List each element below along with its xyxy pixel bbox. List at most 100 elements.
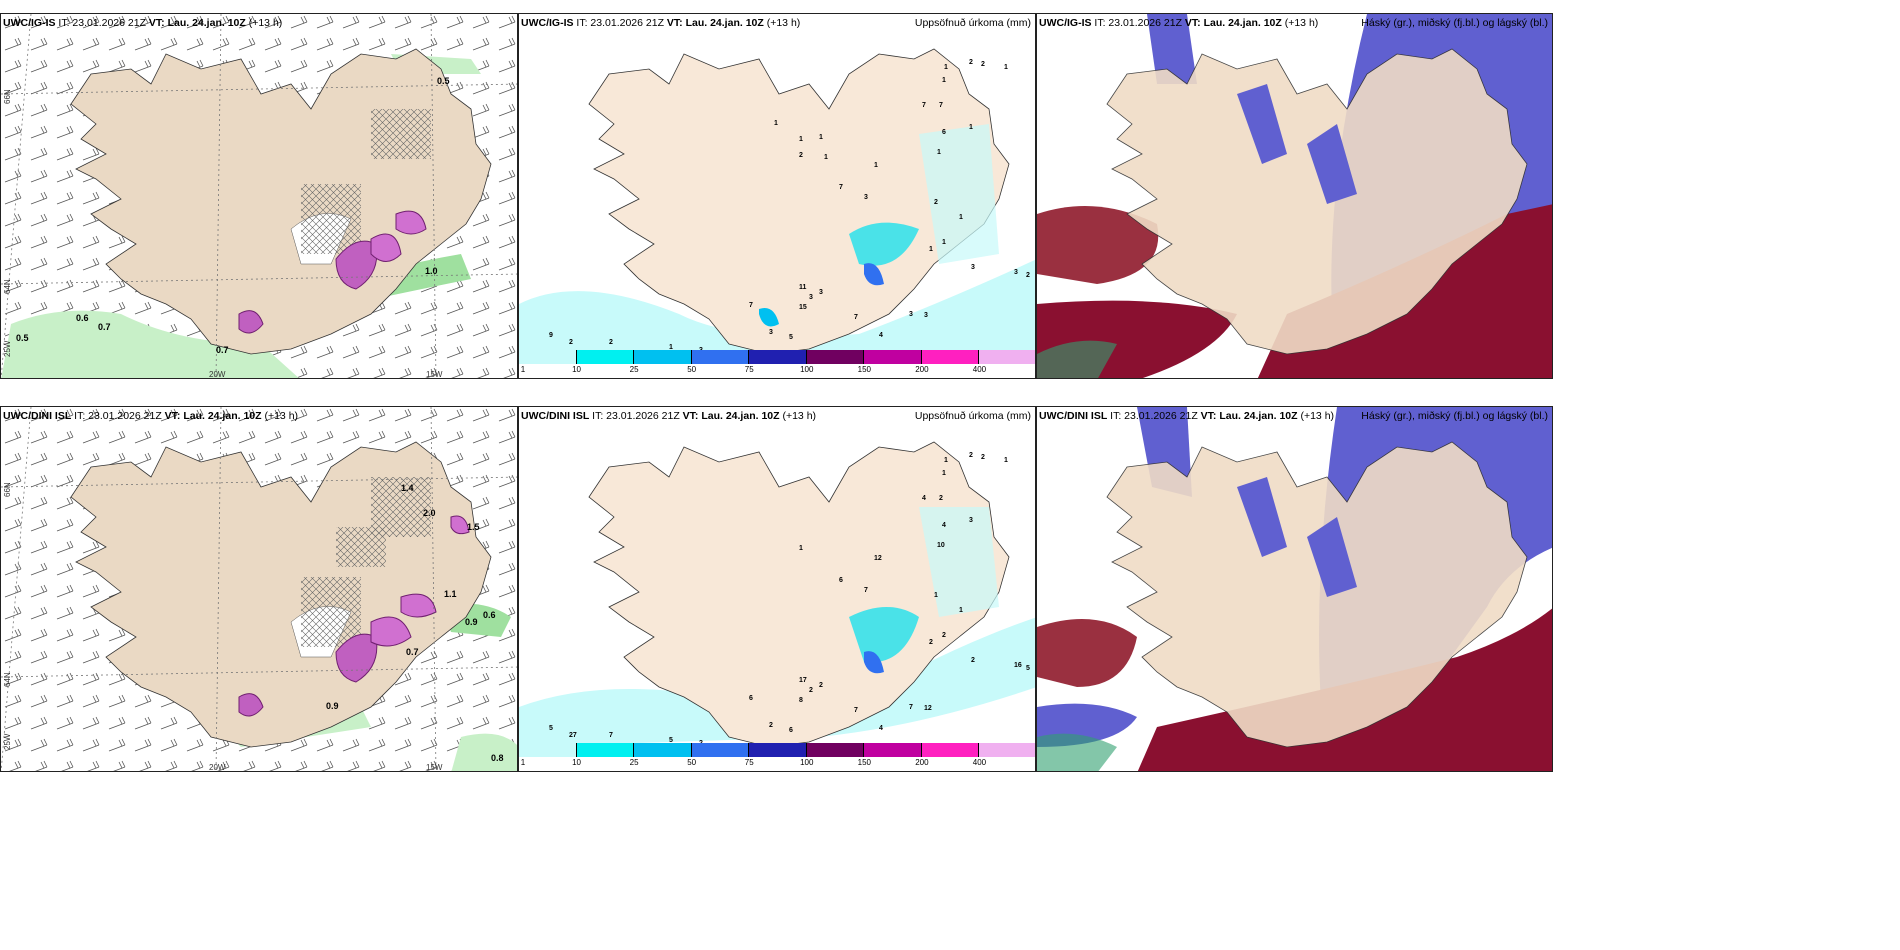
precip-value: 12 xyxy=(874,555,882,562)
colorbar-tick: 400 xyxy=(972,365,987,374)
colorbar-swatch xyxy=(691,350,750,364)
wind-label: 0.6 xyxy=(76,313,89,323)
wind-label: 1.5 xyxy=(467,522,480,532)
precip-value: 1 xyxy=(799,136,803,143)
precip-map-top xyxy=(519,48,1035,354)
precip-value: 1 xyxy=(799,545,803,552)
precip-value: 1 xyxy=(929,246,933,253)
precip-value: 1 xyxy=(669,344,673,351)
precip-value: 2 xyxy=(971,657,975,664)
precip-value: 3 xyxy=(924,312,928,319)
panel-title: Uppsöfnuð úrkoma (mm) xyxy=(914,410,1031,422)
precip-value: 2 xyxy=(609,339,613,346)
colorbar-swatch xyxy=(806,350,865,364)
precip-value: 7 xyxy=(864,587,868,594)
wind-label: 1.4 xyxy=(401,483,414,493)
panel-header: UWC/DINI ISL IT: 23.01.2026 21Z VT: Lau.… xyxy=(3,410,299,422)
lon-label: 15W xyxy=(426,370,443,379)
precip-value: 17 xyxy=(799,677,807,684)
precip-value: 2 xyxy=(929,639,933,646)
precip-value: 9 xyxy=(549,332,553,339)
wind-panel-top: 0.5 1.0 0.6 0.7 0.5 0.7 UWC/IG-IS IT: 23… xyxy=(0,13,518,379)
cloud-map-bottom xyxy=(1037,407,1552,771)
precip-value: 2 xyxy=(969,452,973,459)
precip-value: 3 xyxy=(819,289,823,296)
colorbar-swatch xyxy=(749,350,807,364)
colorbar-tick: 200 xyxy=(915,365,929,374)
precip-value: 1 xyxy=(959,214,963,221)
precip-value: 6 xyxy=(789,727,793,734)
wind-label: 2.0 xyxy=(423,508,436,518)
precip-value: 7 xyxy=(749,302,753,309)
lat-label: 66N xyxy=(3,89,12,104)
precip-value: 7 xyxy=(922,102,926,109)
precip-number-layer: 1221177611137211133211331577334359221133… xyxy=(519,14,1035,358)
precip-value: 3 xyxy=(1014,269,1018,276)
lon-label: 20W xyxy=(209,763,226,772)
colorbar-tick: 150 xyxy=(857,365,872,374)
precip-value: 1 xyxy=(819,134,823,141)
precip-value: 3 xyxy=(864,194,868,201)
precip-value: 2 xyxy=(969,59,973,66)
precip-value: 2 xyxy=(1026,272,1030,279)
colorbar-swatch xyxy=(806,743,865,757)
colorbar-tick: 25 xyxy=(629,758,639,767)
precip-colorbar: 1 10 25 50 75 100 150 200 400 xyxy=(519,348,1035,378)
lat-label: 66N xyxy=(3,482,12,497)
precip-value: 1 xyxy=(1004,64,1008,71)
cloud-panel-top: UWC/IG-IS IT: 23.01.2026 21Z VT: Lau. 24… xyxy=(1036,13,1553,379)
colorbar-swatch xyxy=(921,350,980,364)
panel-header: UWC/IG-IS IT: 23.01.2026 21Z VT: Lau. 24… xyxy=(521,17,801,29)
wind-map-bottom: 1.4 2.0 1.5 1.1 0.6 0.9 0.7 0.9 0.8 xyxy=(1,407,517,771)
precip-value: 1 xyxy=(937,149,941,156)
precip-value: 4 xyxy=(879,332,883,339)
precip-value: 6 xyxy=(942,129,946,136)
colorbar-tick: 75 xyxy=(744,758,754,767)
precip-value: 2 xyxy=(981,454,985,461)
precip-value: 2 xyxy=(942,632,946,639)
wind-label: 0.7 xyxy=(216,345,229,355)
wind-map-top: 0.5 1.0 0.6 0.7 0.5 0.7 xyxy=(1,14,517,378)
precip-value: 1 xyxy=(1004,457,1008,464)
wind-label: 0.9 xyxy=(326,701,339,711)
panel-header: UWC/DINI ISL IT: 23.01.2026 21Z VT: Lau.… xyxy=(521,410,817,422)
colorbar-tick: 100 xyxy=(800,365,814,374)
lon-label: 25W xyxy=(3,340,12,357)
colorbar-tick: 10 xyxy=(572,758,581,767)
precip-value: 5 xyxy=(789,334,793,341)
precip-value: 4 xyxy=(922,495,926,502)
colorbar-tick: 50 xyxy=(687,365,697,374)
precip-value: 7 xyxy=(839,184,843,191)
wind-label: 0.8 xyxy=(491,753,504,763)
precip-value: 8 xyxy=(799,697,803,704)
colorbar-swatch xyxy=(576,350,635,364)
precip-value: 7 xyxy=(909,704,913,711)
precip-map-bottom xyxy=(519,441,1035,747)
cloud-map-top xyxy=(1037,14,1552,378)
colorbar-swatch xyxy=(864,350,922,364)
precip-value: 3 xyxy=(971,264,975,271)
panel-header: UWC/DINI ISL IT: 23.01.2026 21Z VT: Lau.… xyxy=(1039,410,1335,422)
precip-value: 7 xyxy=(854,314,858,321)
precip-value: 2 xyxy=(819,682,823,689)
precip-value: 6 xyxy=(749,695,753,702)
lon-label: 20W xyxy=(209,370,226,379)
colorbar-swatch xyxy=(691,743,750,757)
panel-header: UWC/IG-IS IT: 23.01.2026 21Z VT: Lau. 24… xyxy=(1039,17,1319,29)
precip-value: 7 xyxy=(854,707,858,714)
precip-value: 5 xyxy=(669,737,673,744)
wind-label: 0.5 xyxy=(437,76,450,86)
colorbar-tick: 10 xyxy=(572,365,581,374)
colorbar-swatch xyxy=(979,743,1035,757)
precip-value: 1 xyxy=(874,162,878,169)
panel-header: UWC/IG-IS IT: 23.01.2026 21Z VT: Lau. 24… xyxy=(3,17,283,29)
lat-label: 64N xyxy=(3,672,12,687)
panel-title: Háský (gr.), miðský (fj.bl.) og lágský (… xyxy=(1361,17,1548,29)
colorbar-tick: 25 xyxy=(629,365,639,374)
panel-title: Uppsöfnuð úrkoma (mm) xyxy=(914,17,1031,29)
colorbar-swatch xyxy=(921,743,980,757)
precip-value: 1 xyxy=(944,64,948,71)
precip-value: 4 xyxy=(942,522,946,529)
precip-value: 4 xyxy=(879,725,883,732)
colorbar-swatch xyxy=(749,743,807,757)
